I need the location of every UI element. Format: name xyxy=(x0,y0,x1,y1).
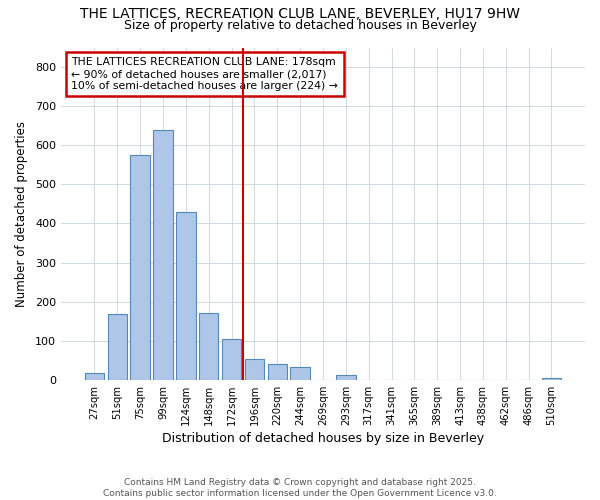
Text: Contains HM Land Registry data © Crown copyright and database right 2025.
Contai: Contains HM Land Registry data © Crown c… xyxy=(103,478,497,498)
X-axis label: Distribution of detached houses by size in Beverley: Distribution of detached houses by size … xyxy=(162,432,484,445)
Bar xyxy=(199,314,218,380)
Bar xyxy=(130,155,150,380)
Bar xyxy=(542,378,561,380)
Text: THE LATTICES, RECREATION CLUB LANE, BEVERLEY, HU17 9HW: THE LATTICES, RECREATION CLUB LANE, BEVE… xyxy=(80,8,520,22)
Bar xyxy=(336,375,356,380)
Bar xyxy=(154,130,173,380)
Bar xyxy=(107,314,127,380)
Bar xyxy=(268,364,287,380)
Text: Size of property relative to detached houses in Beverley: Size of property relative to detached ho… xyxy=(124,19,476,32)
Bar xyxy=(222,339,241,380)
Bar xyxy=(85,373,104,380)
Bar xyxy=(245,360,264,380)
Bar xyxy=(176,212,196,380)
Bar xyxy=(290,368,310,380)
Text: THE LATTICES RECREATION CLUB LANE: 178sqm
← 90% of detached houses are smaller (: THE LATTICES RECREATION CLUB LANE: 178sq… xyxy=(71,58,338,90)
Y-axis label: Number of detached properties: Number of detached properties xyxy=(15,120,28,306)
